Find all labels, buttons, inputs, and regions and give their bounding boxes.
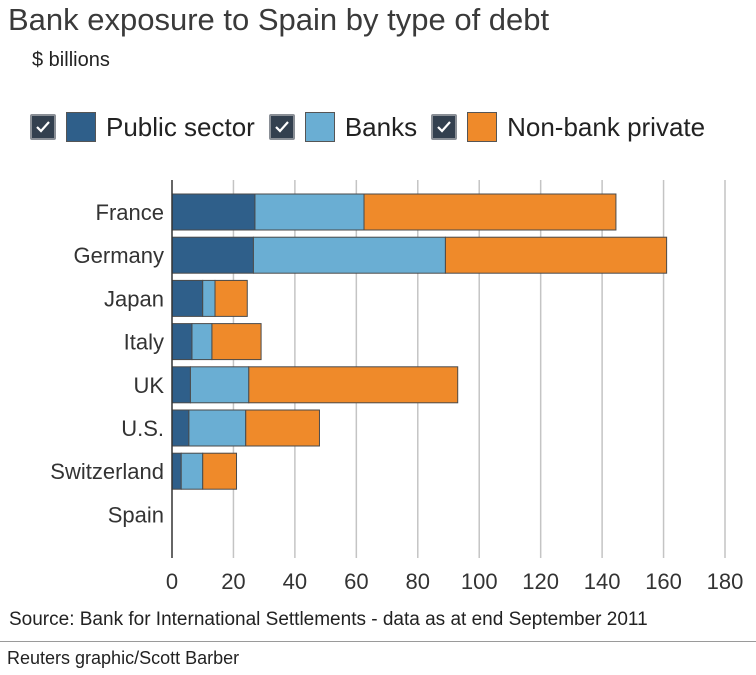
legend-label: Non-bank private [507,111,706,142]
legend-swatch [467,112,498,142]
bar-segment [245,409,320,447]
legend-swatch [66,112,96,142]
bar-segment [189,366,250,404]
bar-segment [188,409,247,447]
bar-segment [202,452,238,490]
checkbox-checked-icon[interactable] [268,114,295,140]
category-label: France [96,200,164,225]
legend-label: Banks [344,111,418,142]
bar-segment [180,452,204,490]
category-label: Spain [108,502,164,527]
legend: Public sector Banks Non-bank private [30,108,719,146]
category-label: Italy [124,330,164,355]
legend-swatch [304,112,335,142]
bar-segment [171,279,204,317]
legend-item-non-bank-private[interactable]: Non-bank private [431,112,705,143]
credit-note: Reuters graphic/Scott Barber [7,648,240,668]
bar-segment [191,323,213,361]
x-tick-label: 160 [645,569,682,594]
bar-chart: France Germany Japan Italy UK U.S. Switzerland… [50,180,744,594]
legend-item-banks[interactable]: Banks [268,111,418,143]
bar-segment [171,193,256,231]
divider [0,641,756,642]
x-tick-label: 120 [522,569,559,594]
x-tick-label: 40 [283,569,307,594]
x-tick-label: 0 [166,569,178,594]
bar-segment [214,279,248,317]
bar-segment [171,452,182,490]
chart-title: Bank exposure to Spain by type of debt [8,2,550,37]
bar-segment [171,366,191,404]
bar-segment [248,366,459,404]
chart-subtitle: $ billions [32,49,110,71]
bar-segment [202,279,216,317]
bar-segment [171,409,190,447]
bar-segment [444,236,668,274]
source-note: Source: Bank for International Settlemen… [9,609,648,630]
x-tick-label: 140 [584,569,621,594]
category-label: Switzerland [50,459,164,484]
legend-item-public-sector[interactable]: Public sector [30,112,255,143]
bar-segment [171,236,254,274]
bar-segment [252,236,446,274]
x-tick-label: 20 [221,569,245,594]
checkbox-checked-icon[interactable] [30,114,56,140]
category-label: UK [133,373,164,398]
category-label: Germany [74,243,164,268]
bar-segment [363,193,617,231]
x-tick-label: 60 [344,569,368,594]
legend-label: Public sector [106,111,255,142]
bar-segment [171,323,193,361]
category-label: U.S. [121,416,164,441]
x-tick-label: 100 [461,569,498,594]
category-label: Japan [104,286,164,311]
bar-segment [211,323,262,361]
x-tick-label: 180 [707,569,744,594]
checkbox-checked-icon[interactable] [431,114,458,140]
bar-segment [254,193,365,231]
x-tick-label: 80 [406,569,430,594]
